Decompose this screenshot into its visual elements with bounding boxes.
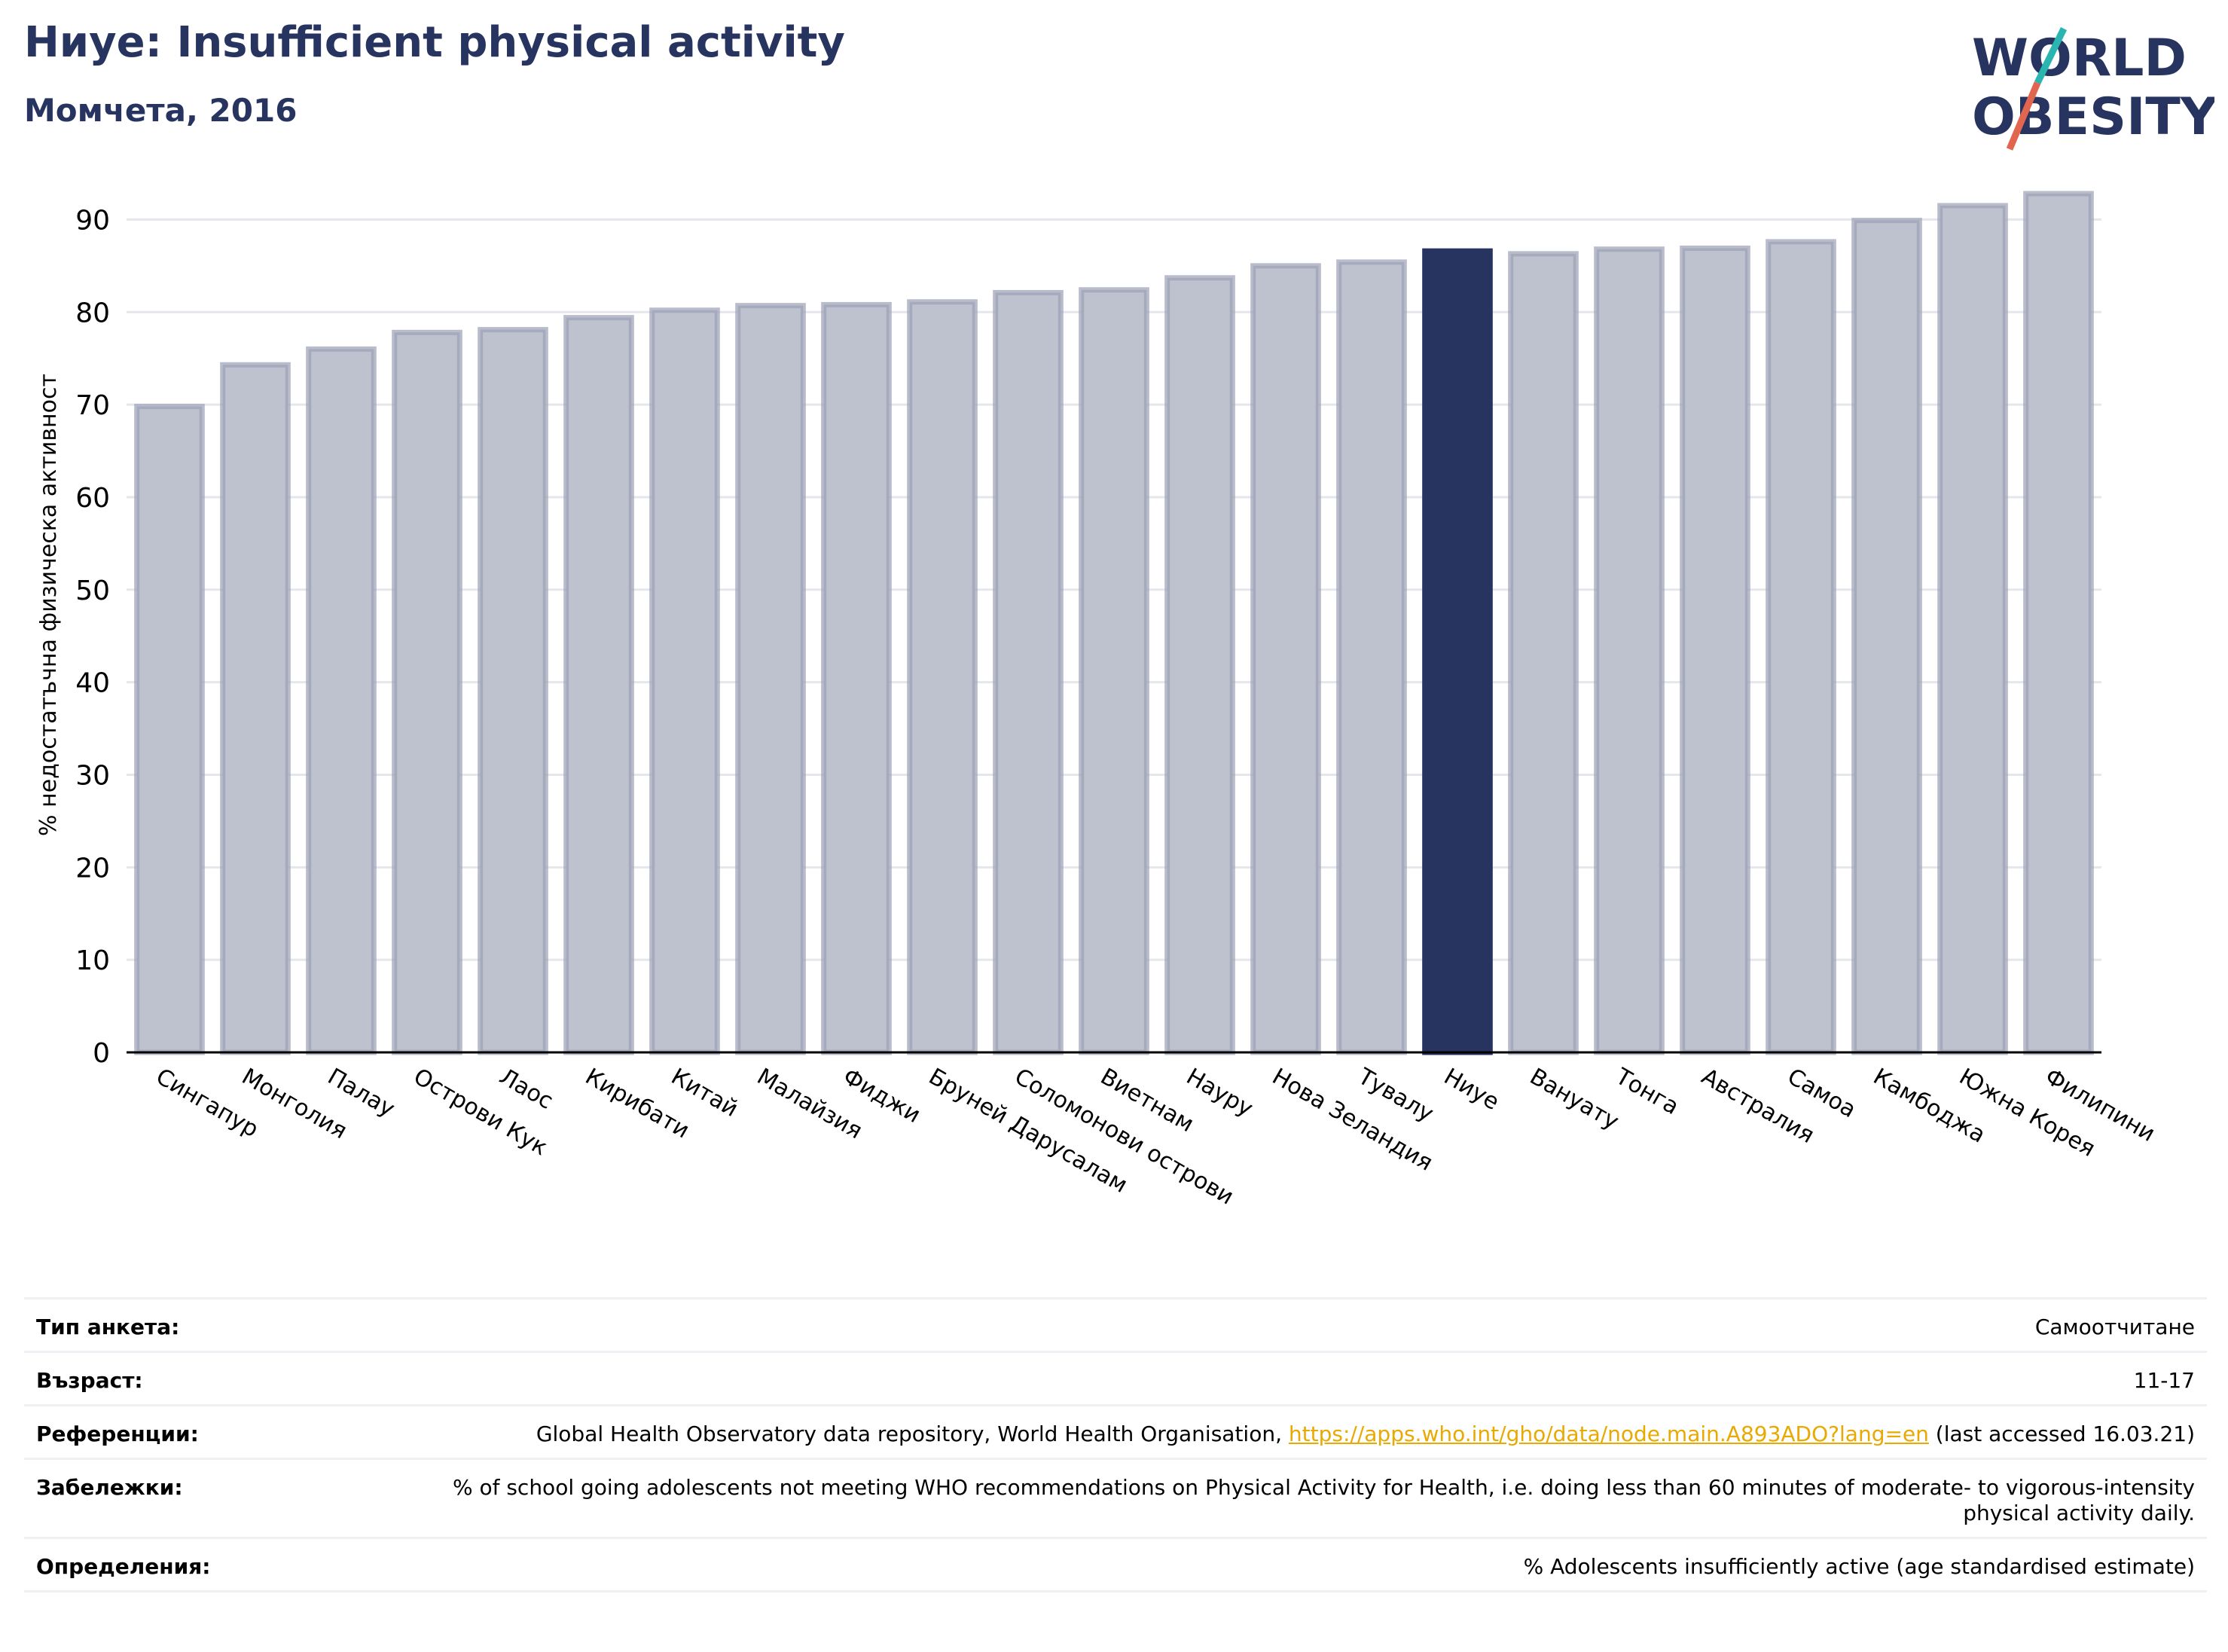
bar	[993, 289, 1064, 1055]
y-tick-label: 80	[75, 298, 110, 328]
x-tick-label: Ниуе	[1439, 1064, 1503, 1116]
y-tick-labels: 0 10 20 30 40 50 60 70 80 90	[75, 205, 110, 1069]
meta-label: Забележки:	[36, 1475, 183, 1500]
bar	[907, 299, 978, 1055]
bars	[134, 191, 2094, 1055]
meta-row-survey-type: Тип анкета: Самоотчитане	[24, 1297, 2207, 1351]
bar	[220, 362, 291, 1055]
y-axis-label: % недостатъчна физическа активност	[35, 374, 62, 836]
bar	[1508, 251, 1579, 1055]
y-tick-label: 20	[75, 853, 110, 884]
bar	[392, 329, 462, 1055]
y-tick-label: 90	[75, 205, 110, 236]
bar-chart: 0 10 20 30 40 50 60 70 80 90 СингапурМонголияПала…	[35, 191, 2159, 1211]
meta-value: % of school going adolescents not meetin…	[452, 1475, 2195, 1525]
bar	[478, 327, 548, 1055]
bar	[1164, 275, 1235, 1055]
meta-label: Референции:	[36, 1421, 199, 1446]
bar	[2023, 191, 2094, 1055]
y-tick-label: 30	[75, 760, 110, 791]
bar	[1937, 203, 2008, 1055]
chart-subtitle: Момчета, 2016	[24, 92, 298, 129]
x-tick-label: Нова Зеландия	[1268, 1064, 1437, 1177]
meta-row-age: Възраст: 11-17	[24, 1351, 2207, 1404]
x-tick-label: Лаос	[495, 1064, 557, 1115]
y-tick-label: 50	[75, 576, 110, 606]
world-obesity-logo: WORLD OBESITY	[1972, 27, 2214, 151]
meta-row-references: Референции: Global Health Observatory da…	[24, 1404, 2207, 1458]
y-tick-label: 10	[75, 945, 110, 976]
meta-label: Възраст:	[36, 1368, 143, 1393]
meta-row-definitions: Определения: % Adolescents insufficientl…	[24, 1537, 2207, 1592]
bar	[1336, 259, 1407, 1055]
reference-text: Global Health Observatory data repositor…	[536, 1421, 1289, 1446]
chart-title: Ниуе: Insufficient physical activity	[24, 18, 845, 67]
bar	[735, 303, 806, 1055]
bar	[1250, 263, 1321, 1055]
bar	[306, 346, 377, 1055]
reference-link[interactable]: https://apps.who.int/gho/data/node.main.…	[1288, 1421, 1929, 1446]
bar	[649, 307, 720, 1055]
y-tick-label: 60	[75, 483, 110, 514]
bar	[1079, 287, 1149, 1055]
meta-value: Самоотчитане	[2034, 1315, 2195, 1339]
metadata-table: Тип анкета: Самоотчитане Възраст: 11-17 …	[24, 1297, 2207, 1592]
meta-value: 11-17	[2133, 1368, 2195, 1393]
logo-line1: WORLD	[1972, 29, 2187, 88]
bar	[821, 301, 892, 1055]
bar-highlighted	[1422, 248, 1493, 1055]
meta-label: Определения:	[36, 1554, 211, 1579]
y-tick-label: 40	[75, 668, 110, 699]
y-tick-label: 70	[75, 390, 110, 421]
bar	[563, 315, 634, 1055]
bar	[134, 404, 205, 1055]
bar	[1594, 246, 1665, 1055]
bar	[1766, 239, 1836, 1055]
reference-accessed: (last accessed 16.03.21)	[1928, 1421, 2195, 1446]
x-tick-label: Вануату	[1525, 1064, 1623, 1135]
y-tick-label: 0	[93, 1038, 110, 1069]
bar	[1851, 218, 1922, 1055]
meta-value: Global Health Observatory data repositor…	[536, 1421, 2195, 1447]
meta-label: Тип анкета:	[36, 1315, 180, 1339]
meta-row-notes: Забележки: % of school going adolescents…	[24, 1458, 2207, 1537]
bar	[1680, 246, 1750, 1055]
meta-value: % Adolescents insufficiently active (age…	[1523, 1554, 2195, 1579]
